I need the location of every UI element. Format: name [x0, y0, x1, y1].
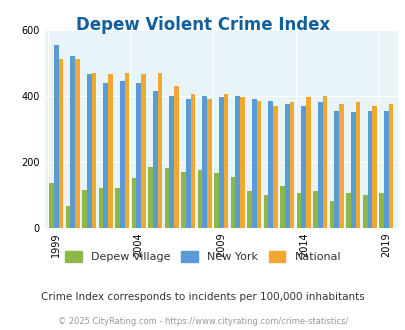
- Bar: [115, 188, 119, 228]
- Bar: [256, 101, 260, 228]
- Bar: [296, 193, 301, 228]
- Bar: [164, 168, 169, 228]
- Bar: [75, 59, 79, 228]
- Bar: [280, 186, 284, 228]
- Bar: [289, 102, 294, 228]
- Bar: [202, 96, 207, 228]
- Bar: [124, 73, 129, 228]
- Bar: [197, 170, 202, 228]
- Bar: [230, 177, 235, 228]
- Bar: [54, 45, 58, 228]
- Bar: [223, 94, 228, 228]
- Bar: [371, 106, 376, 228]
- Bar: [132, 178, 136, 228]
- Text: Depew Violent Crime Index: Depew Violent Crime Index: [76, 16, 329, 35]
- Bar: [98, 188, 103, 228]
- Bar: [174, 86, 178, 228]
- Bar: [322, 96, 326, 228]
- Bar: [235, 96, 239, 228]
- Text: © 2025 CityRating.com - https://www.cityrating.com/crime-statistics/: © 2025 CityRating.com - https://www.city…: [58, 317, 347, 326]
- Bar: [317, 102, 322, 228]
- Bar: [82, 190, 87, 228]
- Bar: [103, 82, 108, 228]
- Bar: [181, 172, 185, 228]
- Bar: [185, 99, 190, 228]
- Bar: [218, 97, 223, 228]
- Bar: [70, 56, 75, 228]
- Bar: [148, 167, 153, 228]
- Bar: [190, 94, 195, 228]
- Bar: [334, 111, 338, 228]
- Bar: [153, 91, 157, 228]
- Bar: [284, 104, 289, 228]
- Bar: [58, 59, 63, 228]
- Bar: [362, 195, 367, 228]
- Bar: [388, 104, 392, 228]
- Bar: [273, 106, 277, 228]
- Bar: [207, 99, 211, 228]
- Bar: [378, 193, 383, 228]
- Bar: [338, 104, 343, 228]
- Bar: [247, 191, 252, 228]
- Bar: [355, 102, 359, 228]
- Bar: [87, 74, 91, 228]
- Bar: [136, 82, 141, 228]
- Bar: [141, 74, 145, 228]
- Bar: [268, 101, 273, 228]
- Bar: [383, 111, 388, 228]
- Bar: [214, 173, 218, 228]
- Bar: [263, 195, 268, 228]
- Bar: [305, 97, 310, 228]
- Bar: [169, 96, 174, 228]
- Bar: [313, 191, 317, 228]
- Text: Crime Index corresponds to incidents per 100,000 inhabitants: Crime Index corresponds to incidents per…: [41, 292, 364, 302]
- Bar: [329, 201, 334, 228]
- Bar: [119, 81, 124, 228]
- Bar: [157, 73, 162, 228]
- Bar: [108, 74, 112, 228]
- Bar: [66, 206, 70, 228]
- Bar: [345, 193, 350, 228]
- Bar: [91, 73, 96, 228]
- Bar: [367, 111, 371, 228]
- Bar: [252, 99, 256, 228]
- Bar: [239, 97, 244, 228]
- Bar: [301, 106, 305, 228]
- Bar: [49, 183, 54, 228]
- Bar: [350, 112, 355, 228]
- Legend: Depew Village, New York, National: Depew Village, New York, National: [60, 247, 345, 267]
